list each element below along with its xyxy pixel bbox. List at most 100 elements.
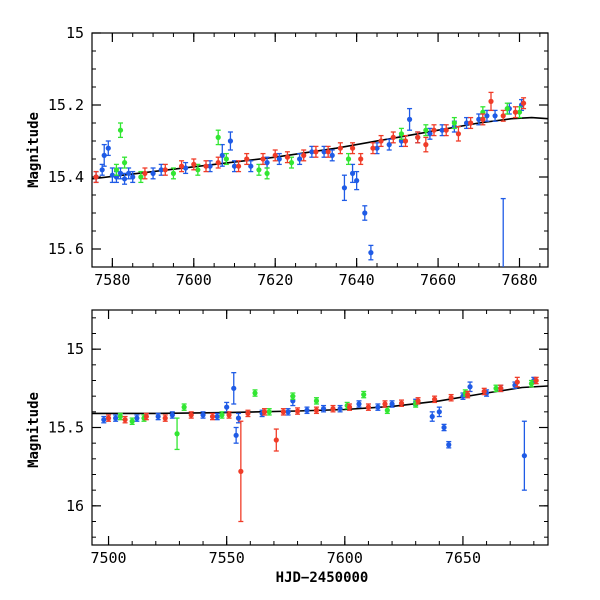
data-point xyxy=(214,413,220,420)
data-point xyxy=(99,167,105,173)
data-point xyxy=(345,156,352,162)
data-point xyxy=(423,142,429,148)
data-point xyxy=(276,156,282,162)
data-series xyxy=(93,98,525,267)
data-point xyxy=(465,392,471,398)
data-point xyxy=(390,134,396,140)
data-point xyxy=(443,127,449,133)
data-point xyxy=(256,167,262,173)
data-point xyxy=(516,109,523,115)
data-point xyxy=(233,432,239,438)
data-point xyxy=(512,109,519,115)
y-tick-label: 15.6 xyxy=(48,240,84,258)
data-point xyxy=(480,116,486,122)
data-point xyxy=(215,134,221,140)
data-point xyxy=(178,163,185,169)
data-point xyxy=(223,156,229,162)
data-point xyxy=(349,145,356,151)
data-point xyxy=(398,131,405,137)
data-point xyxy=(384,407,390,413)
data-layer xyxy=(92,372,548,523)
x-tick-label: 7660 xyxy=(420,271,456,289)
data-point xyxy=(174,431,180,437)
data-point xyxy=(386,142,392,148)
data-point xyxy=(260,156,266,162)
data-point xyxy=(533,377,539,384)
data-point xyxy=(285,409,291,415)
data-point xyxy=(415,134,421,140)
data-point xyxy=(183,165,189,171)
x-tick-label: 7640 xyxy=(339,271,375,289)
data-point xyxy=(436,409,442,415)
data-point xyxy=(209,413,216,420)
data-point xyxy=(264,170,270,176)
y-tick-label: 15 xyxy=(66,340,84,358)
data-point xyxy=(158,167,164,173)
data-point xyxy=(245,410,251,416)
data-point xyxy=(227,138,234,144)
data-point xyxy=(382,401,388,407)
y-axis-label-top: Magnitude xyxy=(26,112,42,188)
data-point xyxy=(346,404,353,410)
data-point xyxy=(266,409,272,415)
data-point xyxy=(244,156,250,162)
data-point xyxy=(330,406,336,412)
top-panel: 7580 7600 7620 7640 7660 7680 15 15.2 15.4 15.6 xyxy=(48,24,549,289)
data-point xyxy=(117,413,123,420)
data-point xyxy=(280,409,286,415)
data-point xyxy=(337,145,343,151)
data-series xyxy=(105,376,539,523)
plot-frame xyxy=(91,32,549,268)
data-point xyxy=(378,138,384,144)
data-point xyxy=(389,401,395,407)
data-point xyxy=(138,174,144,180)
data-point xyxy=(109,172,115,178)
data-point xyxy=(354,178,360,184)
x-tick-label: 7550 xyxy=(209,549,245,567)
data-point xyxy=(514,379,520,385)
data-point xyxy=(365,404,372,410)
data-series xyxy=(113,102,523,184)
y-tick-label: 15.5 xyxy=(48,419,84,437)
data-point xyxy=(520,100,527,106)
data-point xyxy=(455,131,462,137)
data-point xyxy=(498,385,504,391)
data-point xyxy=(304,407,310,413)
data-point xyxy=(105,415,112,421)
x-tick-label: 7680 xyxy=(501,271,537,289)
data-point xyxy=(500,113,506,119)
data-point xyxy=(121,176,128,182)
data-point xyxy=(226,412,232,418)
data-point xyxy=(235,415,242,421)
data-point xyxy=(362,210,368,216)
data-point xyxy=(191,161,197,167)
data-point xyxy=(429,413,435,420)
data-point xyxy=(273,437,279,443)
y-tick-label: 16 xyxy=(66,497,84,515)
data-point xyxy=(423,127,429,133)
data-point xyxy=(467,384,473,390)
data-point xyxy=(181,404,187,410)
data-point xyxy=(126,170,132,176)
data-point xyxy=(294,408,301,414)
data-point xyxy=(219,412,225,418)
y-tick-label: 15.4 xyxy=(48,168,84,186)
data-point xyxy=(155,413,161,420)
data-point xyxy=(142,170,148,176)
x-tick-label: 7650 xyxy=(445,549,481,567)
data-point xyxy=(301,152,307,158)
data-point xyxy=(521,453,527,459)
data-point xyxy=(101,152,107,158)
data-point xyxy=(398,400,405,406)
data-point xyxy=(374,145,380,151)
data-point xyxy=(321,149,327,155)
data-point xyxy=(329,152,335,158)
data-point xyxy=(481,388,487,395)
data-point xyxy=(129,418,135,424)
data-point xyxy=(476,116,482,122)
data-point xyxy=(448,395,454,401)
data-point xyxy=(252,390,258,396)
data-point xyxy=(231,385,237,391)
bottom-panel: 7500 7550 7600 7650 15 15.5 16 xyxy=(48,309,549,567)
data-point xyxy=(290,393,296,399)
